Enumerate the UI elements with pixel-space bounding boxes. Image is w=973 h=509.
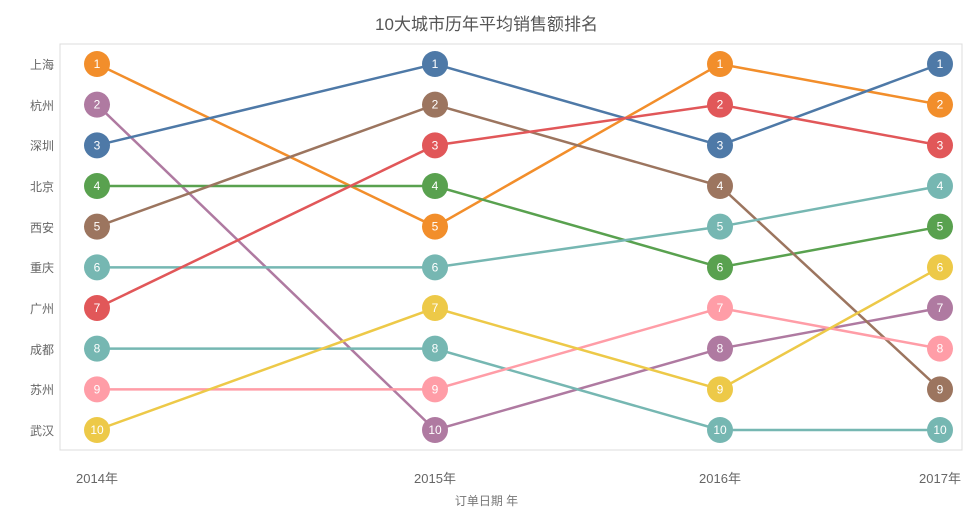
- y-category-label: 成都: [0, 341, 54, 358]
- y-category-label: 西安: [0, 219, 54, 236]
- rank-label: 2: [717, 98, 724, 112]
- rank-label: 8: [94, 342, 101, 356]
- rank-label: 6: [937, 260, 944, 274]
- rank-label: 3: [432, 138, 439, 152]
- chart-plot-svg: 1512210873131446552496654732388101099781…: [0, 0, 973, 507]
- y-category-label: 苏州: [0, 381, 54, 398]
- rank-label: 4: [717, 179, 724, 193]
- rank-label: 10: [90, 423, 104, 437]
- rank-label: 3: [94, 138, 101, 152]
- rank-label: 5: [432, 220, 439, 234]
- rank-label: 10: [933, 423, 947, 437]
- rank-label: 5: [717, 220, 724, 234]
- rank-label: 6: [717, 260, 724, 274]
- rank-label: 1: [94, 57, 101, 71]
- rank-label: 8: [717, 342, 724, 356]
- rank-label: 5: [94, 220, 101, 234]
- rank-label: 2: [94, 98, 101, 112]
- rank-label: 2: [937, 98, 944, 112]
- y-category-label: 深圳: [0, 137, 54, 154]
- series-line: [97, 105, 940, 308]
- rank-label: 3: [717, 138, 724, 152]
- rank-label: 9: [717, 382, 724, 396]
- y-category-label: 杭州: [0, 97, 54, 114]
- rank-label: 7: [937, 301, 944, 315]
- rank-label: 9: [94, 382, 101, 396]
- rank-label: 4: [94, 179, 101, 193]
- x-tick-label: 2014年: [57, 468, 137, 487]
- x-axis-title: 订单日期 年: [0, 492, 973, 509]
- y-category-label: 上海: [0, 56, 54, 73]
- y-category-label: 广州: [0, 300, 54, 317]
- rank-label: 4: [432, 179, 439, 193]
- rank-label: 7: [432, 301, 439, 315]
- x-tick-label: 2015年: [395, 468, 475, 487]
- rank-label: 6: [94, 260, 101, 274]
- rank-label: 4: [937, 179, 944, 193]
- rank-label: 5: [937, 220, 944, 234]
- rank-label: 2: [432, 98, 439, 112]
- rank-label: 8: [937, 342, 944, 356]
- bump-chart: 10大城市历年平均销售额排名 1512210873131446552496654…: [0, 0, 973, 507]
- rank-label: 1: [937, 57, 944, 71]
- rank-label: 10: [713, 423, 727, 437]
- x-tick-label: 2017年: [900, 468, 973, 487]
- rank-label: 3: [937, 138, 944, 152]
- rank-label: 7: [94, 301, 101, 315]
- rank-label: 9: [432, 382, 439, 396]
- y-category-label: 北京: [0, 178, 54, 195]
- y-category-label: 武汉: [0, 422, 54, 439]
- y-category-label: 重庆: [0, 259, 54, 276]
- rank-label: 1: [432, 57, 439, 71]
- rank-label: 1: [717, 57, 724, 71]
- x-tick-label: 2016年: [680, 468, 760, 487]
- rank-label: 6: [432, 260, 439, 274]
- rank-label: 9: [937, 382, 944, 396]
- rank-label: 10: [428, 423, 442, 437]
- rank-label: 7: [717, 301, 724, 315]
- rank-label: 8: [432, 342, 439, 356]
